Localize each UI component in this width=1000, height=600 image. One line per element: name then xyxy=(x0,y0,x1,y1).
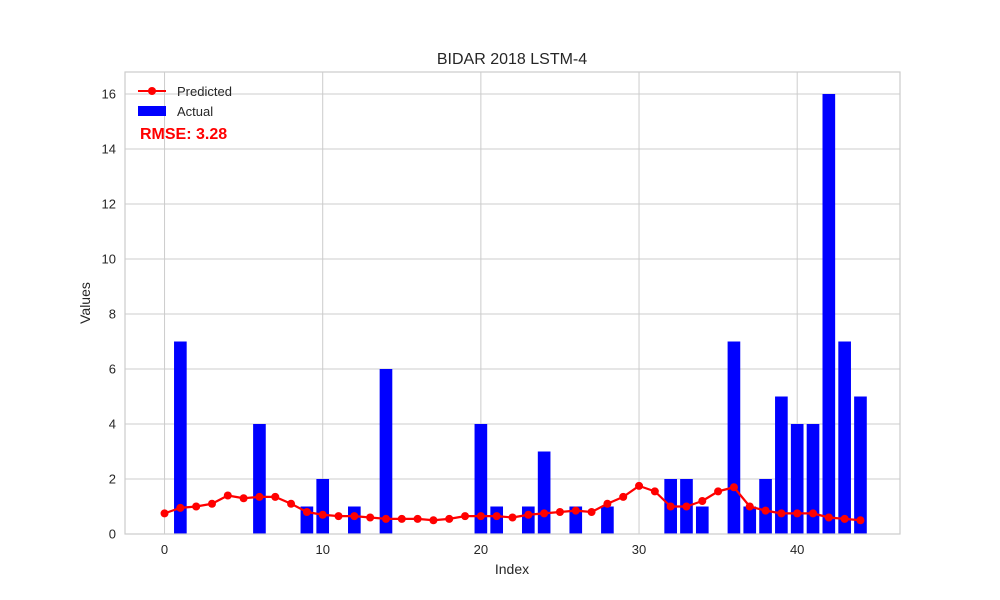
y-tick-label: 2 xyxy=(109,472,116,487)
predicted-point xyxy=(397,514,406,523)
predicted-point xyxy=(271,492,280,501)
actual-bar xyxy=(759,479,772,534)
actual-bar xyxy=(253,424,266,534)
predicted-point xyxy=(761,506,770,515)
predicted-point xyxy=(255,492,264,501)
x-tick-label: 10 xyxy=(315,542,329,557)
legend-predicted-marker xyxy=(148,87,156,95)
y-tick-label: 12 xyxy=(102,197,116,212)
predicted-point xyxy=(729,483,738,492)
predicted-point xyxy=(381,514,390,523)
x-tick-label: 40 xyxy=(790,542,804,557)
predicted-point xyxy=(603,499,612,508)
predicted-point xyxy=(176,503,185,512)
predicted-point xyxy=(302,508,311,516)
y-tick-labels: 0 2 4 6 8 10 12 14 16 xyxy=(102,87,116,542)
actual-bar xyxy=(806,424,820,534)
predicted-point xyxy=(824,513,833,522)
predicted-point xyxy=(429,516,438,525)
predicted-point xyxy=(461,512,470,521)
predicted-point xyxy=(698,497,707,505)
actual-bar xyxy=(521,506,535,534)
actual-bar xyxy=(743,506,757,534)
actual-bar xyxy=(316,479,330,534)
x-tick-label: 20 xyxy=(474,542,488,557)
actual-bar xyxy=(790,424,804,534)
actual-bar xyxy=(348,506,361,534)
predicted-point xyxy=(587,508,596,516)
actual-bar xyxy=(838,341,851,534)
y-tick-label: 10 xyxy=(102,252,116,267)
actual-bar xyxy=(379,369,393,534)
actual-bar xyxy=(569,506,583,534)
predicted-point xyxy=(793,509,802,518)
predicted-point xyxy=(192,502,201,511)
predicted-point xyxy=(856,516,865,525)
actual-bar xyxy=(727,341,741,534)
predicted-point xyxy=(714,487,723,496)
actual-bar xyxy=(775,396,788,534)
y-tick-label: 16 xyxy=(102,87,116,102)
predicted-point xyxy=(555,508,564,516)
actual-bar xyxy=(822,94,836,534)
plot-frame xyxy=(124,71,901,535)
y-tick-label: 0 xyxy=(109,527,116,542)
predicted-point xyxy=(366,513,375,522)
predicted-point xyxy=(334,512,343,521)
rmse-annotation: RMSE: 3.28 xyxy=(140,126,227,143)
y-tick-label: 8 xyxy=(109,307,116,322)
predicted-point xyxy=(160,509,169,518)
y-tick-label: 4 xyxy=(109,417,116,432)
x-tick-label: 30 xyxy=(632,542,646,557)
actual-bar xyxy=(537,451,551,534)
predicted-line-group xyxy=(160,481,865,525)
y-tick-label: 14 xyxy=(102,142,116,157)
actual-bar xyxy=(854,396,867,534)
predicted-point xyxy=(650,487,659,496)
predicted-point xyxy=(476,512,485,521)
legend-actual-swatch xyxy=(138,106,166,116)
actual-bar xyxy=(174,341,187,534)
predicted-point xyxy=(571,506,580,515)
legend-predicted-label: Predicted xyxy=(177,84,232,99)
predicted-point xyxy=(492,512,501,521)
predicted-point xyxy=(619,492,628,501)
actual-bar xyxy=(601,506,614,534)
predicted-point xyxy=(239,494,248,503)
predicted-point xyxy=(350,512,359,521)
actual-bar xyxy=(490,506,504,534)
legend: Predicted Actual xyxy=(138,84,232,119)
predicted-point xyxy=(223,491,232,500)
predicted-point xyxy=(745,502,754,511)
legend-actual-label: Actual xyxy=(177,104,213,119)
chart-title: BIDAR 2018 LSTM-4 xyxy=(437,51,587,68)
predicted-point xyxy=(508,513,517,522)
predicted-point xyxy=(666,502,675,511)
predicted-point xyxy=(840,514,849,523)
x-tick-label: 0 xyxy=(161,542,168,557)
predicted-point xyxy=(540,509,549,518)
predicted-point xyxy=(318,510,327,519)
predicted-point xyxy=(445,514,454,523)
y-axis-label: Values xyxy=(77,282,93,324)
predicted-point xyxy=(682,502,691,511)
predicted-point xyxy=(809,509,818,518)
actual-bar xyxy=(474,424,488,534)
y-tick-label: 6 xyxy=(109,362,116,377)
predicted-point xyxy=(287,499,296,508)
actual-bar xyxy=(695,506,709,534)
predicted-point xyxy=(777,509,786,518)
predicted-point xyxy=(635,481,644,490)
x-tick-labels: 0 10 20 30 40 xyxy=(161,542,805,557)
predicted-point xyxy=(207,499,216,508)
predicted-point xyxy=(413,514,422,523)
predicted-point xyxy=(524,510,533,519)
x-axis-label: Index xyxy=(495,561,529,577)
